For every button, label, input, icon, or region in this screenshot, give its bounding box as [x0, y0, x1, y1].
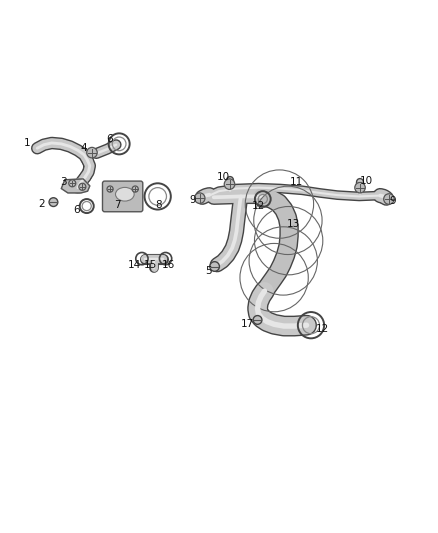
Text: 3: 3 — [60, 176, 67, 187]
Ellipse shape — [116, 188, 134, 201]
Circle shape — [132, 186, 138, 192]
Circle shape — [87, 147, 97, 158]
Circle shape — [69, 180, 76, 187]
Text: 17: 17 — [240, 319, 254, 329]
Text: 10: 10 — [360, 176, 373, 185]
Text: 6: 6 — [73, 205, 80, 215]
Text: 2: 2 — [39, 199, 46, 209]
Circle shape — [355, 182, 365, 193]
Text: 10: 10 — [217, 172, 230, 182]
Text: 14: 14 — [128, 260, 141, 270]
Circle shape — [194, 193, 205, 204]
Text: 12: 12 — [252, 201, 265, 211]
Circle shape — [107, 186, 113, 192]
Text: 8: 8 — [155, 200, 162, 210]
Circle shape — [224, 179, 235, 189]
Text: 5: 5 — [205, 266, 212, 276]
Circle shape — [210, 262, 219, 271]
Text: 6: 6 — [106, 134, 113, 144]
Text: 9: 9 — [389, 196, 396, 206]
Text: 4: 4 — [81, 143, 88, 154]
Polygon shape — [61, 179, 90, 193]
Text: 13: 13 — [287, 220, 300, 229]
Circle shape — [253, 316, 262, 324]
Text: 11: 11 — [290, 177, 303, 188]
Text: 9: 9 — [189, 195, 196, 205]
Circle shape — [49, 198, 58, 206]
Text: 15: 15 — [144, 260, 157, 270]
Text: 12: 12 — [316, 324, 329, 334]
Text: 16: 16 — [162, 260, 175, 270]
Text: 7: 7 — [114, 200, 121, 210]
Text: 1: 1 — [24, 138, 31, 148]
Circle shape — [384, 194, 394, 204]
FancyBboxPatch shape — [102, 181, 143, 212]
Circle shape — [79, 183, 86, 190]
